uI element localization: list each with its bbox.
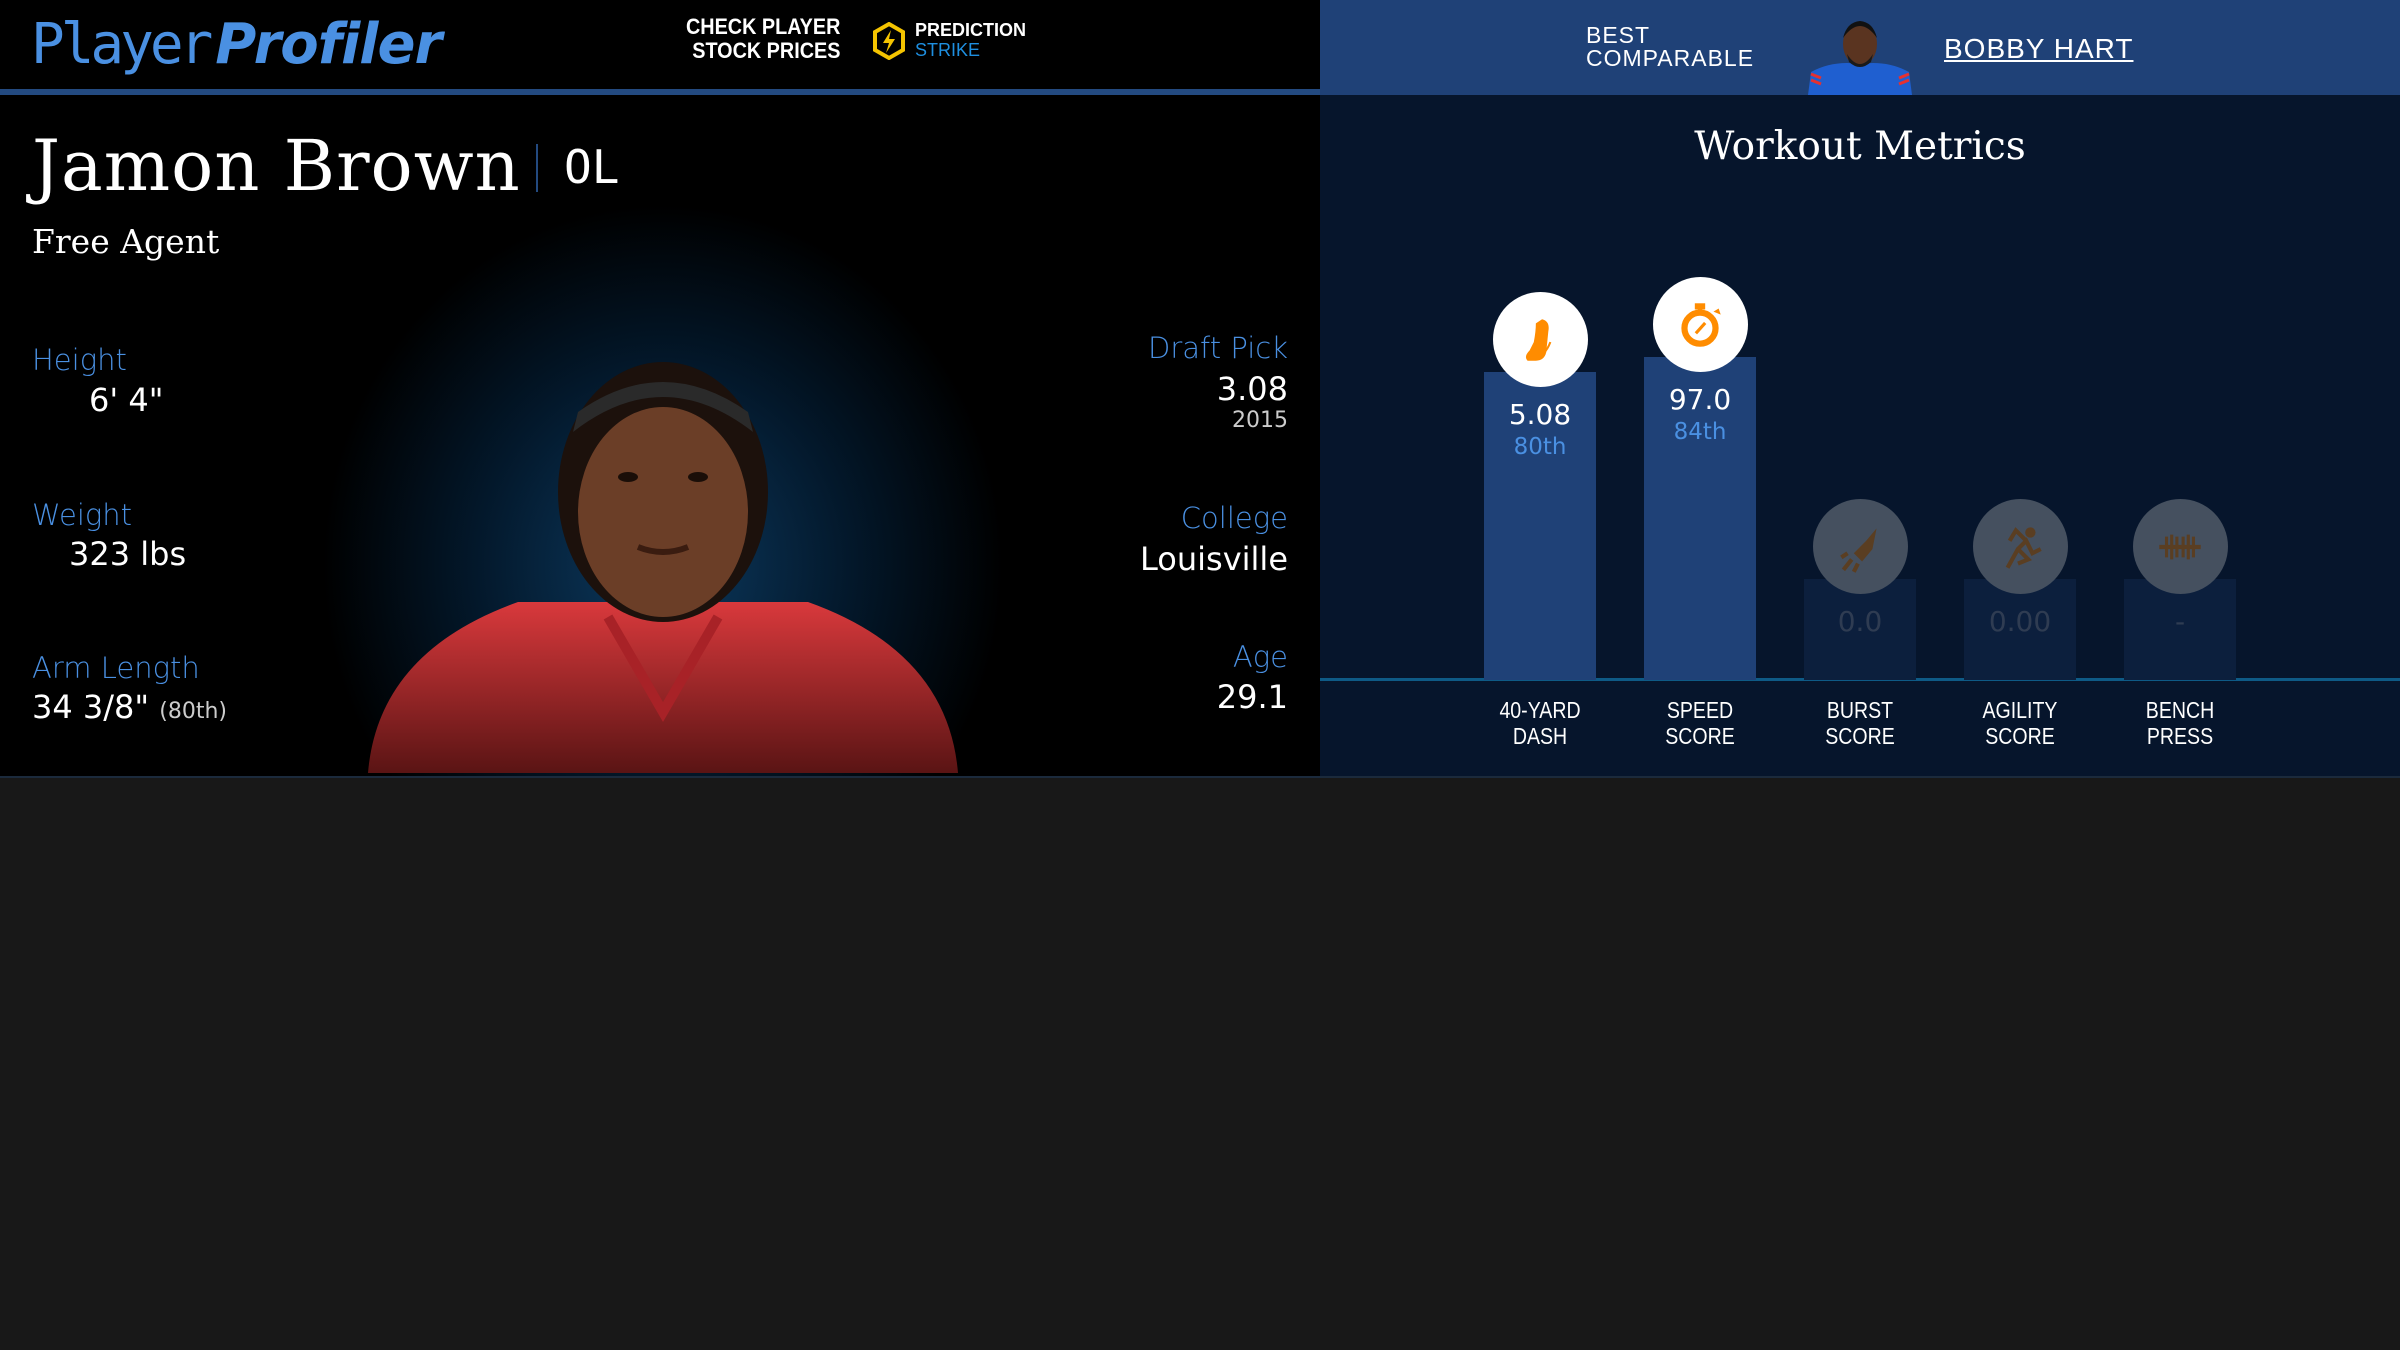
metric-label: AGILITY SCORE — [1982, 697, 2058, 749]
player-position: OL — [564, 140, 620, 194]
draft-pick-value: 3.08 — [1216, 370, 1288, 408]
age-label: Age — [1232, 640, 1288, 674]
logo-profiler: Profiler — [215, 12, 442, 77]
metric-percentile: 80th — [1513, 434, 1567, 460]
player-name: Jamon Brown — [32, 125, 521, 207]
runner-icon — [1972, 499, 2068, 594]
brand-line1: PREDICTION — [915, 20, 1027, 40]
best-comparable-link[interactable]: BOBBY HART — [1944, 33, 2134, 64]
metric-label: SPEED SCORE — [1665, 697, 1735, 749]
weight-label: Weight — [32, 498, 133, 532]
arm-length-value: 34 3/8" (80th) — [32, 688, 228, 726]
workout-metrics-title: Workout Metrics — [1694, 124, 2026, 169]
brand-line2: STRIKE — [915, 40, 981, 60]
rocket-icon — [1812, 499, 1908, 594]
prediction-strike-brand[interactable]: PREDICTION STRIKE — [915, 20, 1026, 60]
logo-player: Player — [31, 12, 213, 77]
metric-percentile: 84th — [1673, 418, 1727, 445]
promo-line1: CHECK PLAYER — [686, 14, 841, 39]
metric-bar-burst — [1804, 579, 1916, 680]
age-value: 29.1 — [1216, 678, 1288, 716]
weight-value: 323 lbs — [69, 535, 187, 573]
metric-value: 0.00 — [1988, 605, 2052, 638]
arm-length-percentile: (80th) — [159, 699, 228, 724]
metric-value: 5.08 — [1508, 398, 1572, 431]
divider — [0, 776, 2400, 778]
top-bar — [0, 0, 1320, 89]
height-label: Height — [32, 343, 127, 377]
lightning-icon — [873, 22, 905, 60]
name-separator — [536, 144, 538, 192]
player-team: Free Agent — [32, 222, 220, 261]
comparable-player-photo — [1808, 21, 1912, 95]
stopwatch-icon — [1652, 276, 1748, 372]
promo-link[interactable]: CHECK PLAYER STOCK PRICES — [686, 15, 840, 63]
promo-line2: STOCK PRICES — [692, 38, 841, 63]
metric-label: BURST SCORE — [1825, 697, 1895, 749]
metric-bar-40-yard — [1484, 372, 1596, 680]
metric-bar-agility — [1964, 579, 2076, 680]
metric-value: 97.0 — [1668, 382, 1732, 416]
best-comparable-label: BEST COMPARABLE — [1586, 22, 1755, 71]
logo[interactable]: Player Profiler — [31, 12, 442, 77]
player-photo — [368, 362, 958, 773]
metric-value: 0.0 — [1837, 605, 1883, 638]
college-value: Louisville — [1140, 540, 1288, 578]
metric-label: BENCH PRESS — [2145, 697, 2215, 749]
metric-value: - — [2174, 605, 2186, 638]
shoe-icon — [1492, 292, 1588, 387]
arm-length-label: Arm Length — [32, 651, 200, 685]
dumbbell-icon — [2132, 499, 2228, 594]
metric-bar-speed — [1644, 356, 1756, 680]
draft-pick-label: Draft Pick — [1148, 331, 1288, 365]
metric-label: 40-YARD DASH — [1499, 697, 1581, 749]
college-label: College — [1180, 501, 1288, 535]
height-value: 6' 4" — [89, 381, 164, 419]
draft-year: 2015 — [1232, 408, 1288, 433]
metric-bar-bench — [2124, 579, 2236, 680]
top-bar-divider — [0, 89, 1320, 95]
